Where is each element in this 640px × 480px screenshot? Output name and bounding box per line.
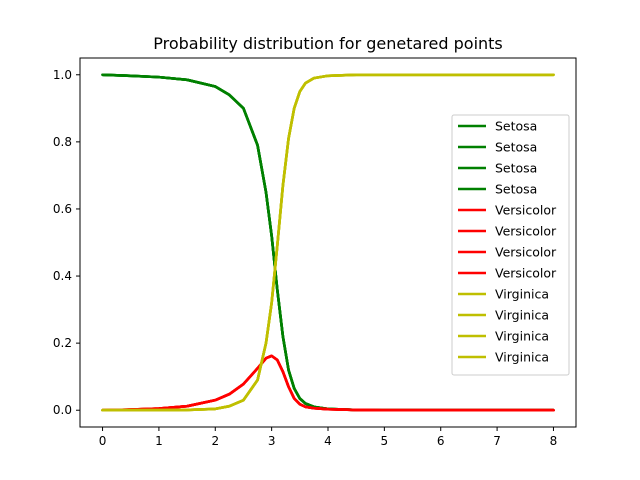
legend-box [451,114,570,376]
legend-label: Virginica [495,287,549,302]
series-line-virginica-12 [101,73,555,412]
legend-label: Versicolor [495,224,557,239]
legend-label: Virginica [495,329,549,344]
legend-label: Versicolor [495,203,557,218]
y-tick-label: 0.0 [53,403,72,417]
chart-title: Probability distribution for genetared p… [153,34,503,53]
x-tick-label: 7 [493,434,501,448]
x-tick-label: 8 [550,434,558,448]
x-tick-label: 1 [155,434,163,448]
x-tick-label: 6 [437,434,445,448]
legend-label: Setosa [495,140,537,155]
legend-label: Versicolor [495,245,557,260]
y-tick-label: 0.8 [53,135,72,149]
y-tick-label: 0.2 [53,336,72,350]
legend-label: Versicolor [495,266,557,281]
series-layer [101,73,555,412]
y-tick-label: 0.6 [53,202,72,216]
legend-label: Setosa [495,182,537,197]
y-tick-label: 1.0 [53,68,72,82]
x-tick-label: 2 [211,434,219,448]
y-axis: 0.0 0.2 0.4 0.6 0.8 1.0 [53,68,80,417]
x-tick-label: 0 [99,434,107,448]
y-tick-label: 0.4 [53,269,72,283]
x-tick-label: 3 [268,434,276,448]
legend-label: Virginica [495,308,549,323]
legend-label: Virginica [495,350,549,365]
legend-label: Setosa [495,119,537,134]
x-axis: 0 1 2 3 4 5 6 7 8 [99,427,558,448]
x-tick-label: 4 [324,434,332,448]
series-line-versicolor-8 [101,354,555,412]
x-tick-label: 5 [381,434,389,448]
legend-label: Setosa [495,161,537,176]
legend: Setosa Setosa Setosa Setosa Versicolor Versic… [451,114,570,376]
